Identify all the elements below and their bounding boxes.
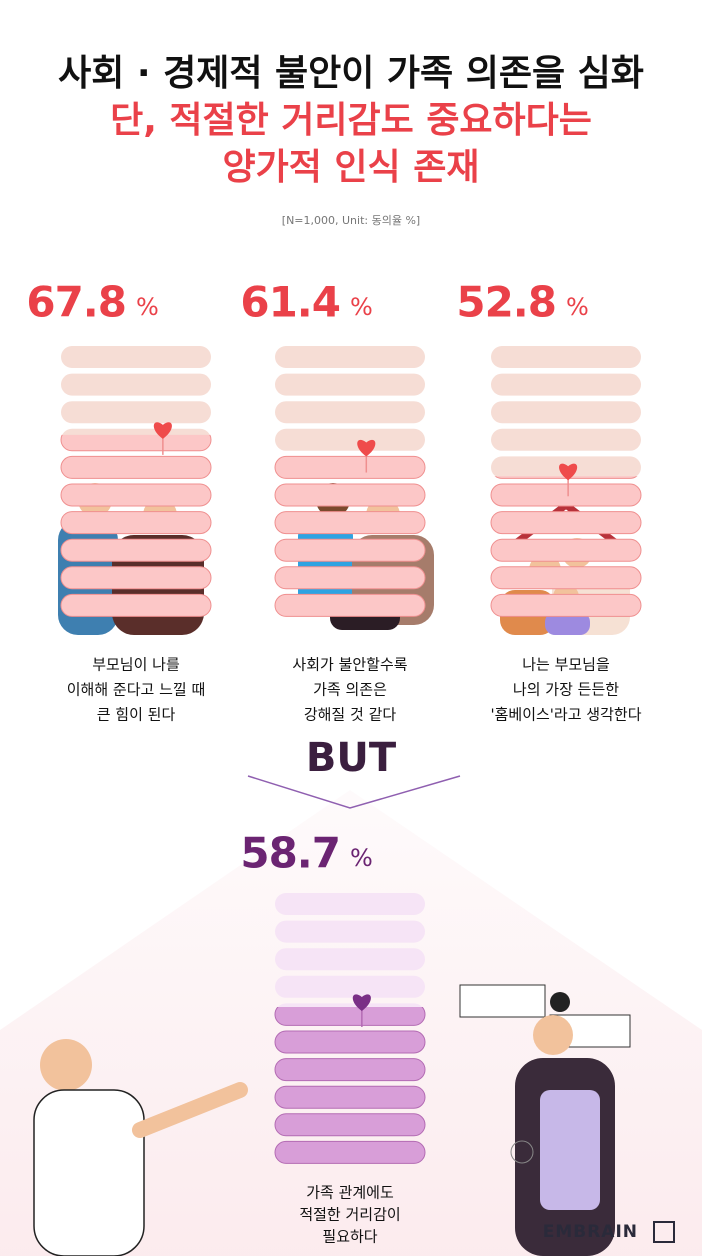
- heart: [559, 463, 578, 481]
- gauge-segment: [274, 1113, 426, 1137]
- gauge-segment: [490, 566, 642, 590]
- brand-logo: [653, 1221, 675, 1243]
- gauge-segment: [274, 511, 426, 535]
- gauge-segment: [274, 538, 426, 562]
- percent-unit: %: [136, 293, 159, 321]
- heart: [357, 439, 376, 457]
- gauge-slot: [491, 401, 641, 424]
- gauge-slot: [275, 893, 425, 915]
- caption-line: 사회가 불안할수록: [292, 656, 407, 674]
- gauge-segment: [274, 1006, 426, 1026]
- gauge-segment: [274, 1058, 426, 1082]
- gauge-segment: [60, 566, 212, 590]
- gauge-slot: [275, 401, 425, 424]
- gauge-slot: [61, 346, 211, 368]
- gauge-fill: [274, 1006, 426, 1164]
- gauge-segment: [60, 593, 212, 617]
- gauge-segment: [274, 1085, 426, 1109]
- gauge-segment: [60, 483, 212, 507]
- caption-line: 부모님이 나를: [92, 656, 180, 674]
- note: [N=1,000, Unit: 동의율 %]: [282, 214, 420, 227]
- percent-value: 67.8: [26, 278, 126, 327]
- gauge-segment: [274, 455, 426, 479]
- gauge-fill: [490, 476, 642, 617]
- gauge-segment: [274, 1030, 426, 1054]
- caption-line: '홈베이스'라고 생각한다: [490, 706, 641, 724]
- gauge-segment: [490, 483, 642, 507]
- caption-line: 가족 관계에도: [306, 1184, 394, 1202]
- heart: [153, 422, 172, 439]
- gauge-segment: [60, 511, 212, 535]
- gauge-fill: [60, 434, 212, 617]
- gauge-segment: [274, 593, 426, 617]
- gauge-segment: [274, 1140, 426, 1164]
- brand: EMBRAIN: [543, 1222, 638, 1242]
- caption-line: 나는 부모님을: [522, 656, 610, 674]
- gauge-segment: [490, 511, 642, 535]
- title-line: 단, 적절한 거리감도 중요하다는: [110, 100, 592, 141]
- title-line: 양가적 인식 존재: [223, 147, 480, 188]
- gauge-segment: [60, 538, 212, 562]
- gauge-slot: [491, 346, 641, 368]
- gauge-slot: [275, 948, 425, 971]
- gauge-slot: [275, 975, 425, 998]
- gauge-segment: [60, 434, 212, 452]
- gauge-slot: [275, 920, 425, 943]
- percent-value: 52.8: [456, 278, 556, 327]
- gauge-segment: [274, 566, 426, 590]
- gauge-slot: [275, 346, 425, 368]
- gauge-segment: [490, 538, 642, 562]
- divider: BUT: [306, 735, 397, 781]
- gauge-segment: [490, 593, 642, 617]
- percent-value: 61.4: [240, 278, 340, 327]
- caption-line: 가족 의존은: [313, 681, 387, 699]
- gauge-slot: [275, 373, 425, 396]
- percent-unit: %: [566, 293, 589, 321]
- percent-value: 58.7: [240, 829, 340, 878]
- caption-line: 이해해 준다고 느낄 때: [67, 681, 206, 699]
- caption-line: 나의 가장 든든한: [513, 681, 619, 699]
- heart: [352, 994, 371, 1011]
- caption-line: 적절한 거리감이: [299, 1206, 400, 1224]
- divider-arrow: [247, 775, 461, 809]
- gauge-segment: [274, 483, 426, 507]
- title-line: 사회 · 경제적 불안이 가족 의존을 심화: [58, 53, 644, 94]
- caption-line: 강해질 것 같다: [304, 706, 397, 724]
- caption-line: 큰 힘이 된다: [97, 706, 176, 724]
- caption-line: 필요하다: [322, 1228, 377, 1246]
- gauge-slot: [61, 373, 211, 396]
- percent-unit: %: [350, 293, 373, 321]
- gauge-segment: [60, 455, 212, 479]
- gauge-slot: [491, 373, 641, 396]
- percent-unit: %: [350, 844, 373, 872]
- gauge-fill: [274, 455, 426, 617]
- gauge-slot: [491, 428, 641, 451]
- gauge-slot: [61, 401, 211, 424]
- gauge-slot: [275, 428, 425, 451]
